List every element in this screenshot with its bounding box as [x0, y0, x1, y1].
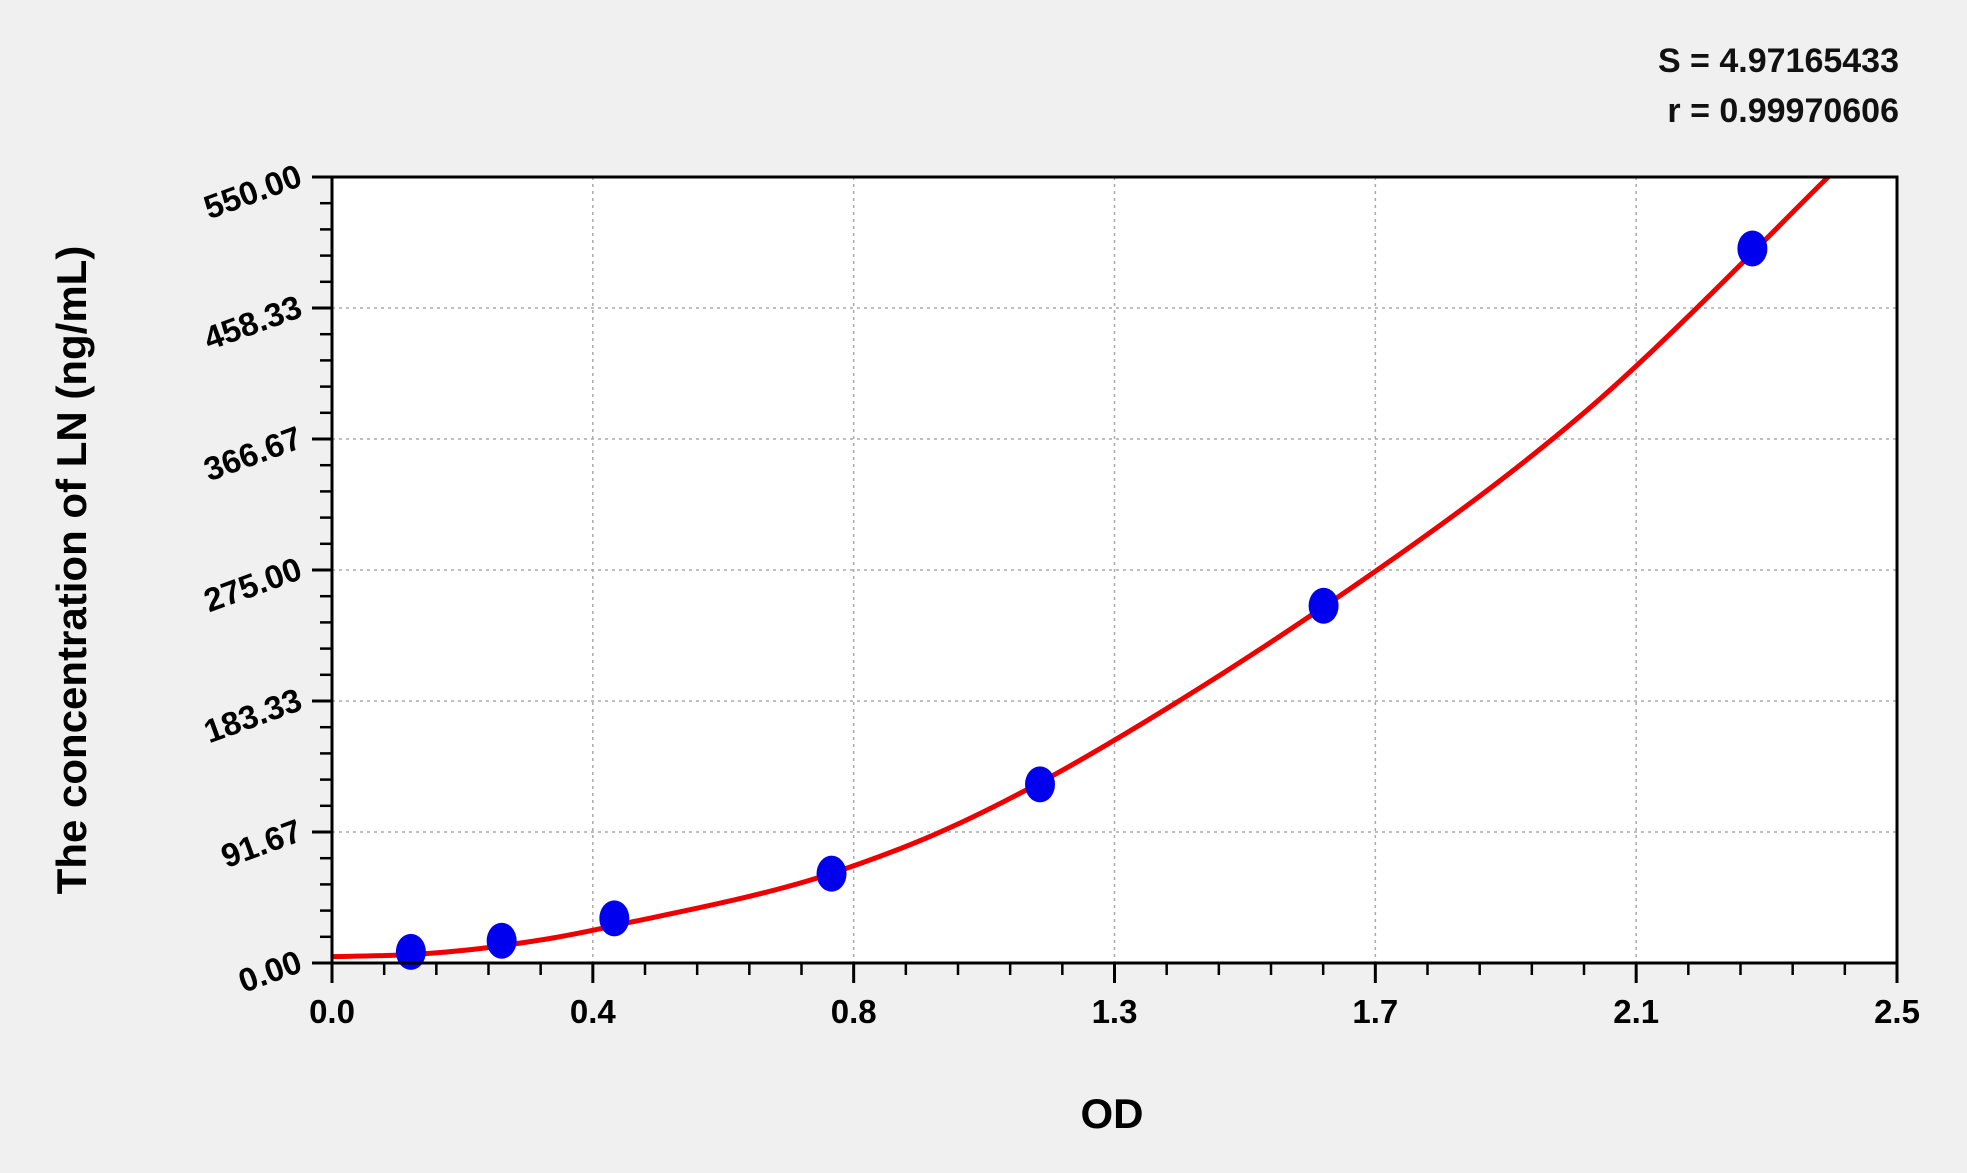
data-point — [816, 855, 847, 892]
x-axis-label: OD — [1081, 1090, 1144, 1137]
x-tick-label: 0.8 — [831, 993, 877, 1030]
y-tick-label: 550.00 — [199, 157, 307, 226]
y-axis-label: The concentration of LN (ng/mL) — [48, 246, 95, 895]
y-tick-label: 458.33 — [199, 288, 307, 357]
x-tick-label: 1.7 — [1352, 993, 1398, 1030]
x-tick-label: 0.0 — [309, 993, 355, 1030]
fit-r-value: r = 0.99970606 — [1667, 92, 1899, 130]
x-tick-label: 1.3 — [1092, 993, 1138, 1030]
data-point — [1308, 587, 1339, 624]
y-tick-label: 183.33 — [199, 681, 307, 750]
data-point — [486, 922, 517, 959]
x-tick-label: 2.1 — [1613, 993, 1659, 1030]
y-tick-label: 91.67 — [216, 812, 306, 875]
x-tick-label: 2.5 — [1874, 993, 1920, 1030]
data-point — [599, 900, 630, 937]
y-tick-label: 366.67 — [199, 419, 307, 488]
y-tick-label: 0.00 — [233, 943, 306, 1000]
x-tick-label: 0.4 — [570, 993, 617, 1030]
y-tick-label: 275.00 — [199, 550, 307, 619]
plot-frame — [330, 175, 1899, 965]
data-point — [1025, 766, 1056, 803]
fit-s-value: S = 4.97165433 — [1657, 42, 1899, 80]
data-point — [395, 933, 426, 970]
data-point — [1737, 230, 1768, 267]
